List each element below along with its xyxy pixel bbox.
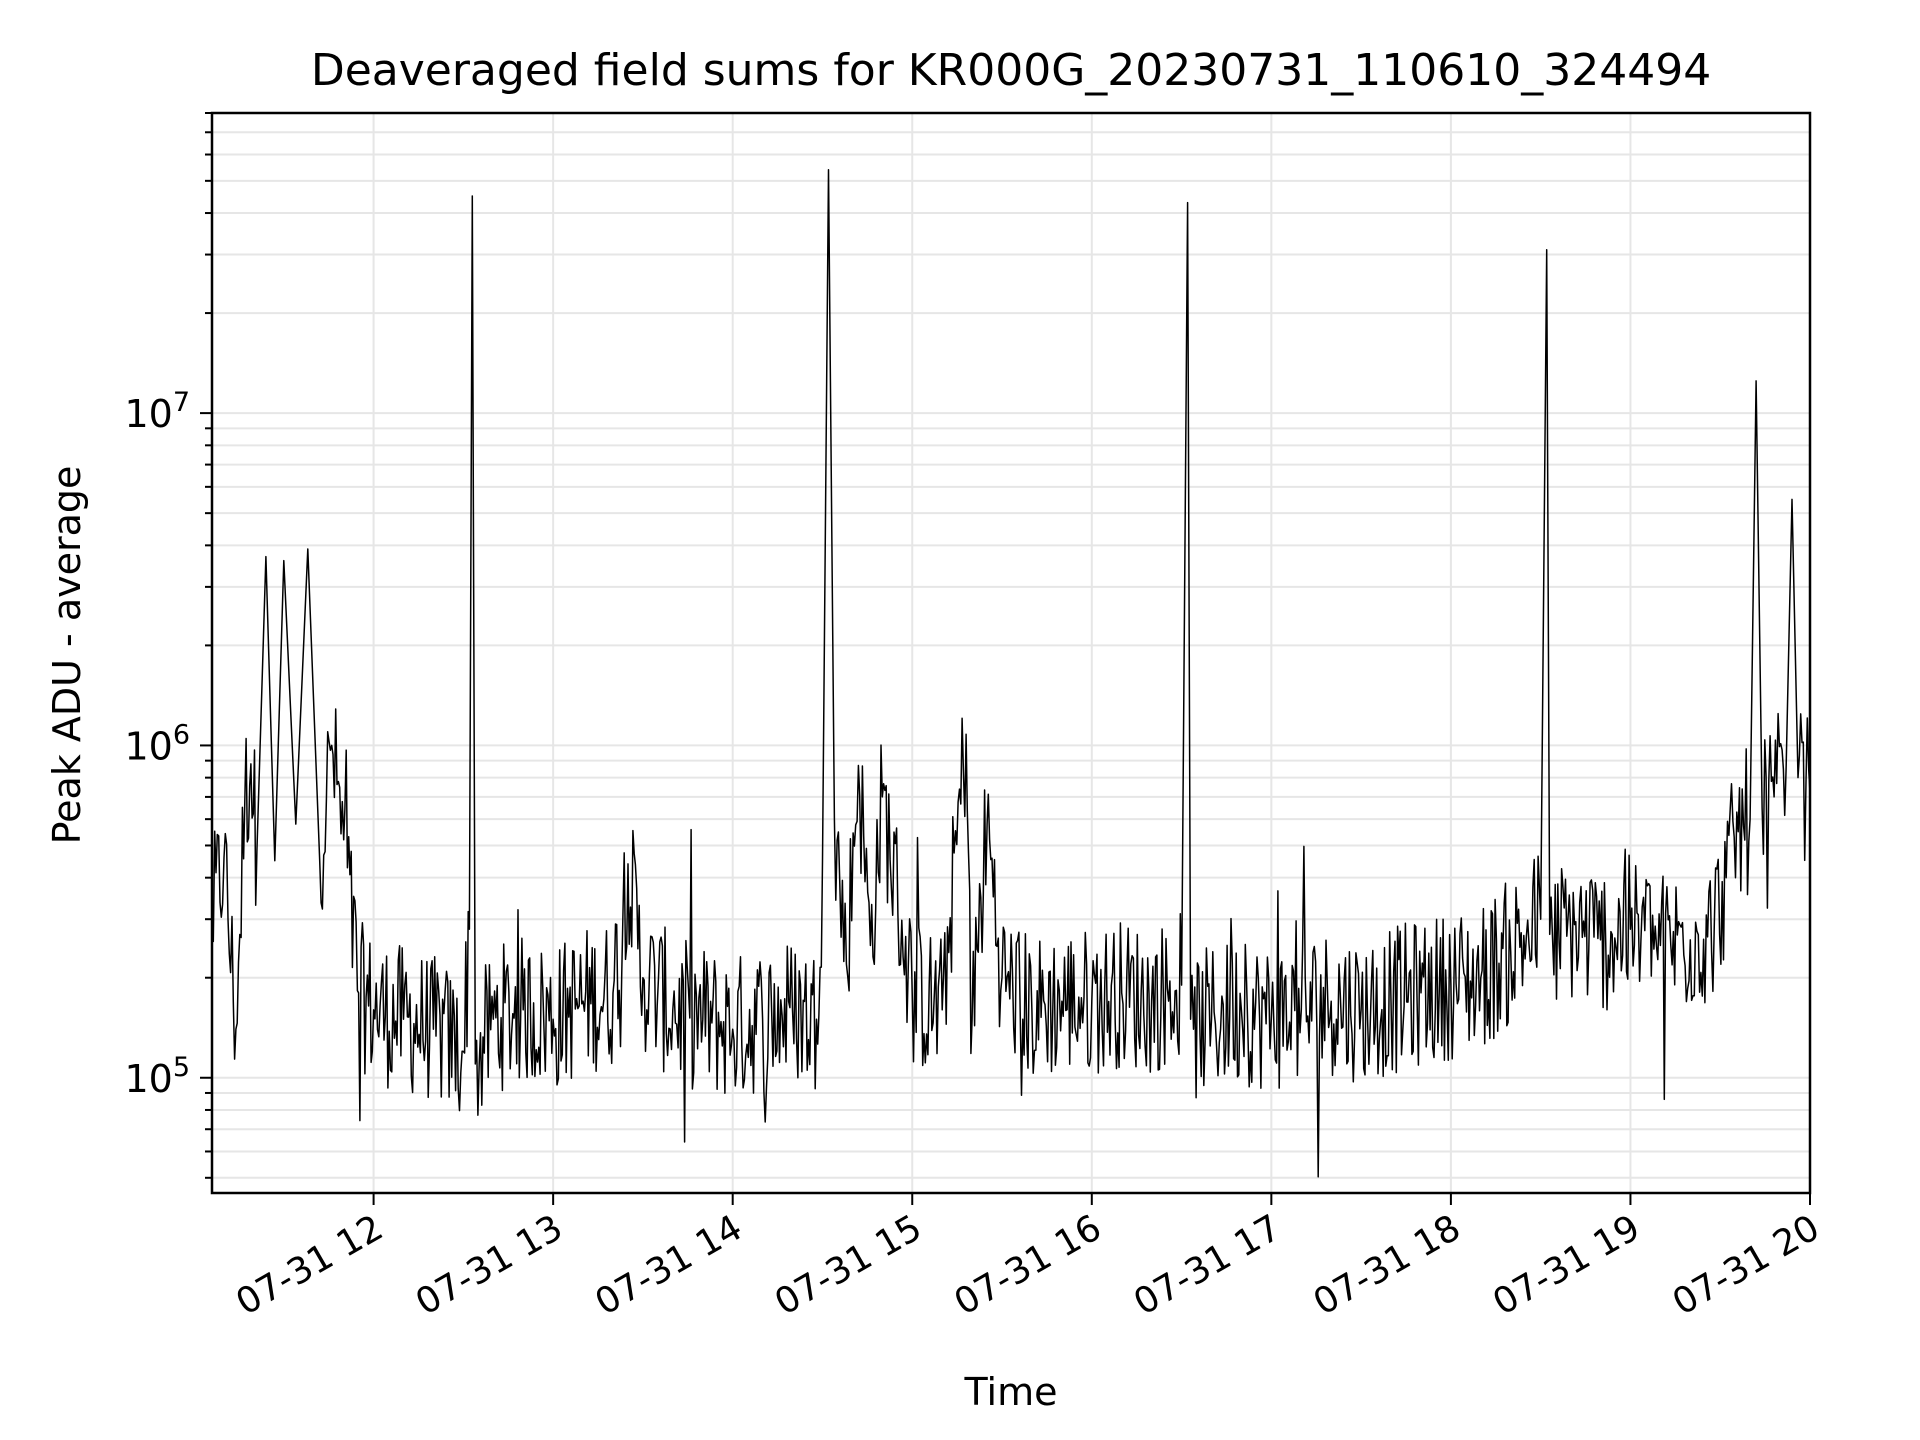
y-tick-label: 107 [124,387,190,436]
y-tick-label: 106 [124,719,190,768]
x-axis-label: Time [964,1370,1058,1414]
y-axis: 105 106 107 [124,112,212,1179]
y-axis-label: Peak ADU - average [45,466,89,845]
y-tick-label: 105 [124,1052,190,1101]
series-line [211,168,1811,1178]
chart-title: Deaveraged field sums for KR000G_2023073… [311,45,1711,96]
plot-frame [210,111,1812,1195]
